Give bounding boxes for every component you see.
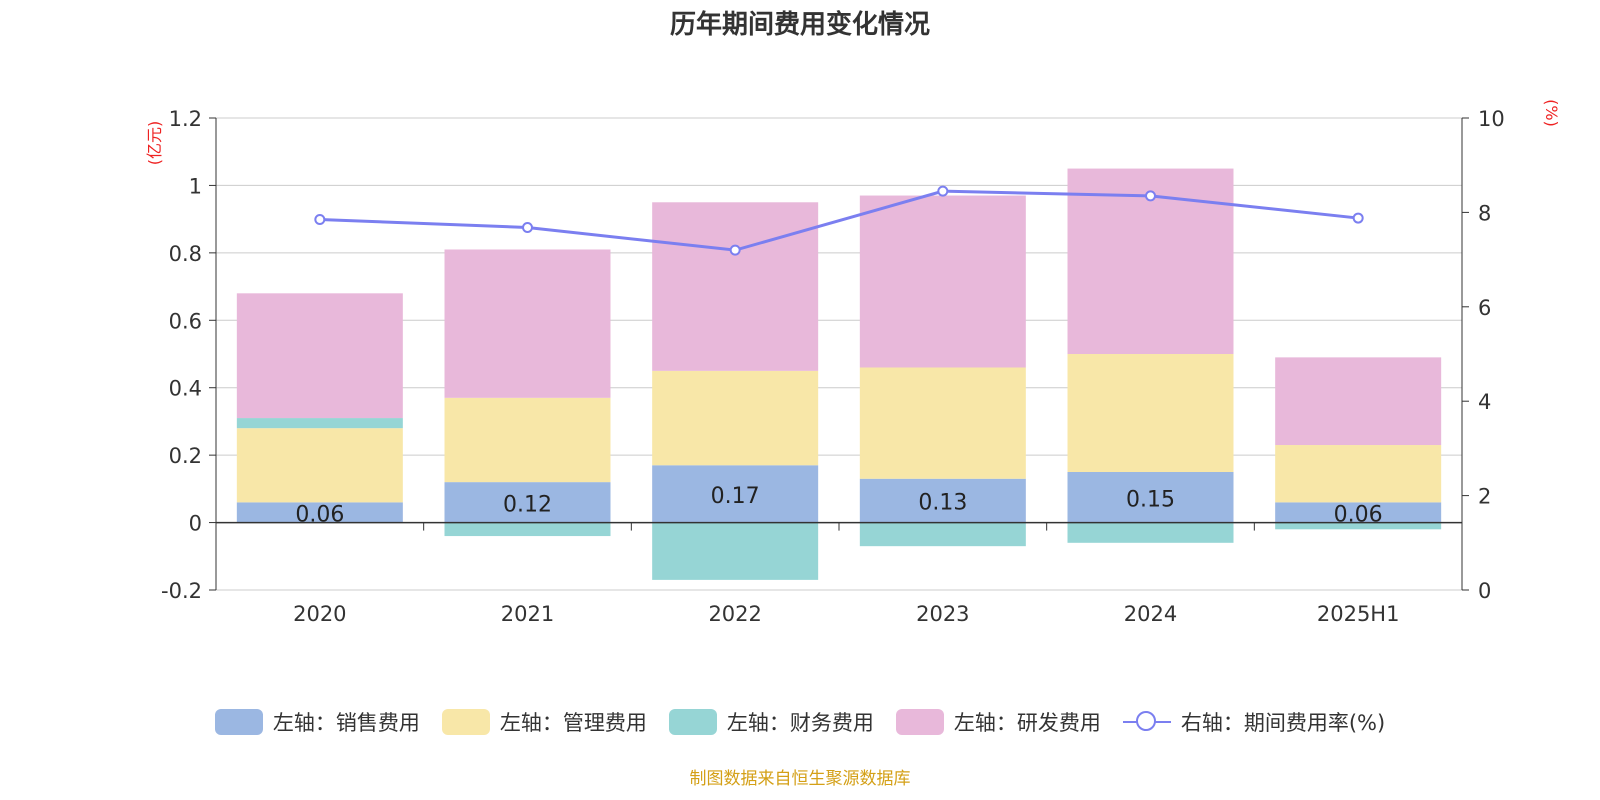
legend-item-finance[interactable]: 左轴：财务费用 xyxy=(668,707,874,737)
bar-segment xyxy=(1275,522,1442,530)
line-point xyxy=(1145,190,1156,202)
left-axis-tick-label: 0.8 xyxy=(169,242,202,266)
data-source-note: 制图数据来自恒生聚源数据库 xyxy=(689,769,911,789)
left-axis-tick-label: 0.4 xyxy=(169,377,202,401)
bar-segment xyxy=(1275,445,1442,503)
legend-label-admin: 左轴：管理费用 xyxy=(499,711,647,735)
bar-segment xyxy=(444,522,611,537)
legend-label-rnd: 左轴：研发费用 xyxy=(953,711,1101,735)
legend-swatch-sales xyxy=(214,709,263,735)
line-point xyxy=(522,222,533,234)
line-point xyxy=(729,244,741,256)
right-axis-tick-label: 8 xyxy=(1478,201,1491,225)
legend-swatch-finance xyxy=(668,709,717,735)
expense-rate-line xyxy=(319,189,1359,252)
data-label: 0.12 xyxy=(503,492,552,517)
legend-item-admin[interactable]: 左轴：管理费用 xyxy=(441,707,647,737)
bar-segment xyxy=(652,202,819,371)
bar-segment xyxy=(859,367,1026,479)
line-point xyxy=(1352,212,1364,224)
right-axis-tick-label: 10 xyxy=(1478,107,1505,131)
bar-segment xyxy=(1067,472,1234,523)
legend-label-expense-rate: 右轴：期间费用率(%) xyxy=(1180,711,1386,735)
left-axis-tick-label: 1.2 xyxy=(169,107,202,131)
x-axis-tick-label: 2025H1 xyxy=(1317,602,1400,626)
bar-segment xyxy=(859,478,1026,523)
right-axis-tick-label: 0 xyxy=(1478,579,1491,603)
bar-segment xyxy=(444,397,611,483)
left-axis-tick-label: 0.2 xyxy=(169,444,202,468)
data-label: 0.06 xyxy=(1334,502,1383,527)
bar-segment xyxy=(444,482,611,523)
left-axis-tick-label: 1 xyxy=(189,174,202,198)
chart-title: 历年期间费用变化情况 xyxy=(669,10,930,40)
x-axis-tick-label: 2023 xyxy=(916,602,969,626)
legend-line-marker-icon xyxy=(1122,709,1171,735)
legend-swatch-admin xyxy=(441,709,490,735)
bar-segment xyxy=(652,522,819,580)
x-axis-tick-label: 2021 xyxy=(501,602,554,626)
line-point xyxy=(314,213,326,225)
bar-segment xyxy=(859,195,1026,368)
legend-item-expense-rate[interactable]: 右轴：期间费用率(%) xyxy=(1122,707,1386,737)
bar-segment xyxy=(652,465,819,523)
right-axis-unit: (%) xyxy=(1542,99,1561,127)
legend-item-sales[interactable]: 左轴：销售费用 xyxy=(214,707,420,737)
x-axis-tick-label: 2020 xyxy=(293,602,346,626)
left-axis-tick-label: -0.2 xyxy=(161,579,202,603)
data-label: 0.17 xyxy=(711,484,760,509)
bar-segment xyxy=(236,418,403,429)
data-label: 0.06 xyxy=(295,502,344,527)
bar-segment xyxy=(859,522,1026,547)
bar-segment xyxy=(1067,522,1234,543)
data-label: 0.15 xyxy=(1126,487,1175,512)
chart-legend: 左轴：销售费用 左轴：管理费用 左轴：财务费用 左轴：研发费用 右轴：期间费用率… xyxy=(0,705,1600,739)
right-axis-tick-label: 4 xyxy=(1478,390,1491,414)
bar-segment xyxy=(1275,502,1442,523)
bar-segment xyxy=(652,370,819,466)
left-axis-tick-label: 0 xyxy=(189,512,202,536)
bar-segment xyxy=(236,293,403,419)
bar-segment xyxy=(1067,354,1234,472)
bar-segment xyxy=(236,502,403,523)
line-point xyxy=(937,185,949,197)
x-axis-tick-label: 2022 xyxy=(708,602,761,626)
right-axis-tick-label: 2 xyxy=(1478,485,1491,509)
bar-segment xyxy=(236,428,403,503)
legend-label-finance: 左轴：财务费用 xyxy=(726,711,874,735)
legend-swatch-rnd xyxy=(895,709,944,735)
right-axis-tick-label: 6 xyxy=(1478,296,1491,320)
left-axis-tick-label: 0.6 xyxy=(169,309,202,333)
bar-segment xyxy=(1275,357,1442,446)
legend-item-rnd[interactable]: 左轴：研发费用 xyxy=(895,707,1101,737)
legend-label-sales: 左轴：销售费用 xyxy=(272,711,420,735)
left-axis-unit: (亿元) xyxy=(145,121,164,166)
x-axis-tick-label: 2024 xyxy=(1124,602,1177,626)
data-label: 0.13 xyxy=(918,491,967,516)
bar-segment xyxy=(444,249,611,398)
